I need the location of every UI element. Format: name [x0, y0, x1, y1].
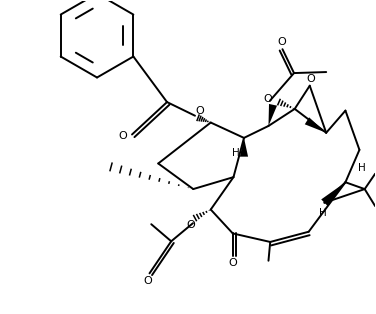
Text: O: O	[118, 131, 127, 140]
Text: O: O	[186, 220, 195, 230]
Text: H: H	[232, 148, 240, 158]
Text: O: O	[306, 73, 315, 84]
Text: O: O	[196, 106, 205, 116]
Polygon shape	[268, 104, 277, 126]
Text: O: O	[228, 258, 237, 268]
Polygon shape	[321, 182, 346, 206]
Text: O: O	[277, 37, 286, 47]
Text: H: H	[358, 163, 366, 173]
Text: O: O	[264, 94, 272, 104]
Polygon shape	[240, 138, 248, 157]
Text: H: H	[318, 208, 326, 218]
Text: O: O	[143, 275, 152, 285]
Polygon shape	[305, 117, 326, 133]
